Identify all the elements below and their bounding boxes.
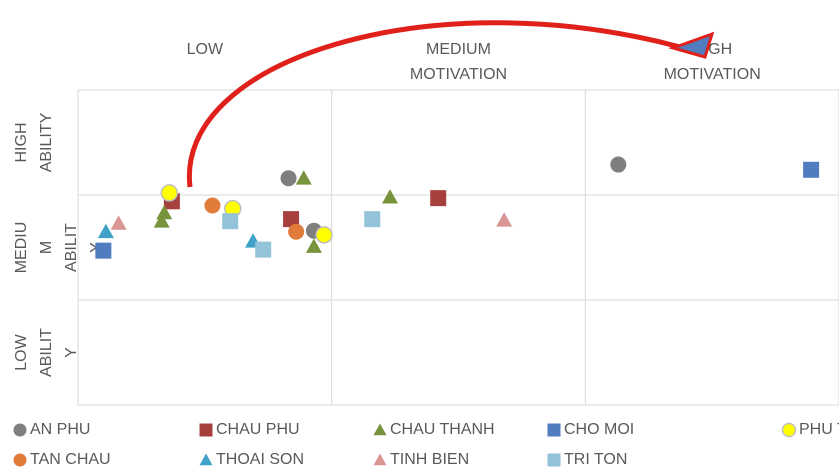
marker: [110, 215, 127, 230]
legend-marker: [199, 453, 213, 466]
column-label: MOTIVATION: [410, 66, 507, 83]
marker: [160, 184, 179, 202]
legend-marker: [13, 423, 27, 437]
marker: [315, 226, 333, 244]
point: [288, 223, 305, 240]
legend-label: CHO MOI: [564, 421, 634, 438]
row-label: ABILIT: [63, 223, 80, 272]
legend-label: TRI TON: [564, 451, 627, 468]
point: [255, 241, 272, 258]
legend-marker: [373, 453, 387, 466]
marker: [295, 170, 312, 185]
legend-label: TAN CHAU: [30, 451, 111, 468]
legend-label: AN PHU: [30, 421, 90, 438]
point: [222, 213, 239, 230]
legend-marker: [13, 453, 27, 467]
marker: [803, 161, 820, 178]
marker: [364, 211, 381, 228]
row-label: LOW: [13, 333, 30, 370]
marker: [280, 170, 297, 187]
point: [430, 190, 447, 207]
point: [364, 211, 381, 228]
row-label: M: [38, 241, 55, 254]
marker: [382, 189, 399, 204]
legend-marker: [547, 453, 561, 467]
row-label: HIGH: [13, 123, 30, 163]
marker: [204, 197, 221, 214]
legend-marker: [547, 423, 561, 437]
point: [305, 238, 322, 253]
marker: [430, 190, 447, 207]
column-label: MOTIVATION: [664, 66, 761, 83]
marker: [222, 213, 239, 230]
legend-label: CHAU PHU: [216, 421, 300, 438]
column-label: MEDIUM: [426, 41, 491, 58]
point: [803, 161, 820, 178]
arrow-head: [668, 31, 715, 59]
column-label: LOW: [187, 41, 224, 58]
row-label: ABILITY: [38, 112, 55, 172]
point: [315, 226, 333, 244]
row-label: MEDIU: [13, 222, 30, 274]
point: [610, 156, 627, 173]
marker: [496, 212, 513, 227]
marker: [153, 213, 170, 228]
marker: [97, 223, 114, 239]
marker: [156, 204, 173, 220]
marker: [95, 242, 112, 259]
marker: [305, 238, 322, 253]
point: [153, 213, 170, 228]
legend-label: PHU TAN: [799, 421, 839, 438]
legend-label: TINH BIEN: [390, 451, 469, 468]
legend-label: THOAI SON: [216, 451, 304, 468]
legend-marker: [199, 423, 213, 437]
row-label: ABILIT: [38, 328, 55, 377]
marker: [610, 156, 627, 173]
point: [97, 223, 114, 239]
marker: [288, 223, 305, 240]
point: [382, 189, 399, 204]
legend-label: CHAU THANH: [390, 421, 495, 438]
point: [280, 170, 297, 187]
point: [160, 184, 179, 202]
legend-marker: [373, 423, 387, 436]
point: [156, 204, 173, 220]
point: [496, 212, 513, 227]
point: [204, 197, 221, 214]
marker: [255, 241, 272, 258]
point: [295, 170, 312, 185]
legend-marker: [781, 422, 797, 438]
row-label: Y: [63, 347, 80, 358]
point: [95, 242, 112, 259]
point: [283, 211, 300, 228]
point: [110, 215, 127, 230]
arrow: [186, 20, 681, 188]
marker: [283, 211, 300, 228]
